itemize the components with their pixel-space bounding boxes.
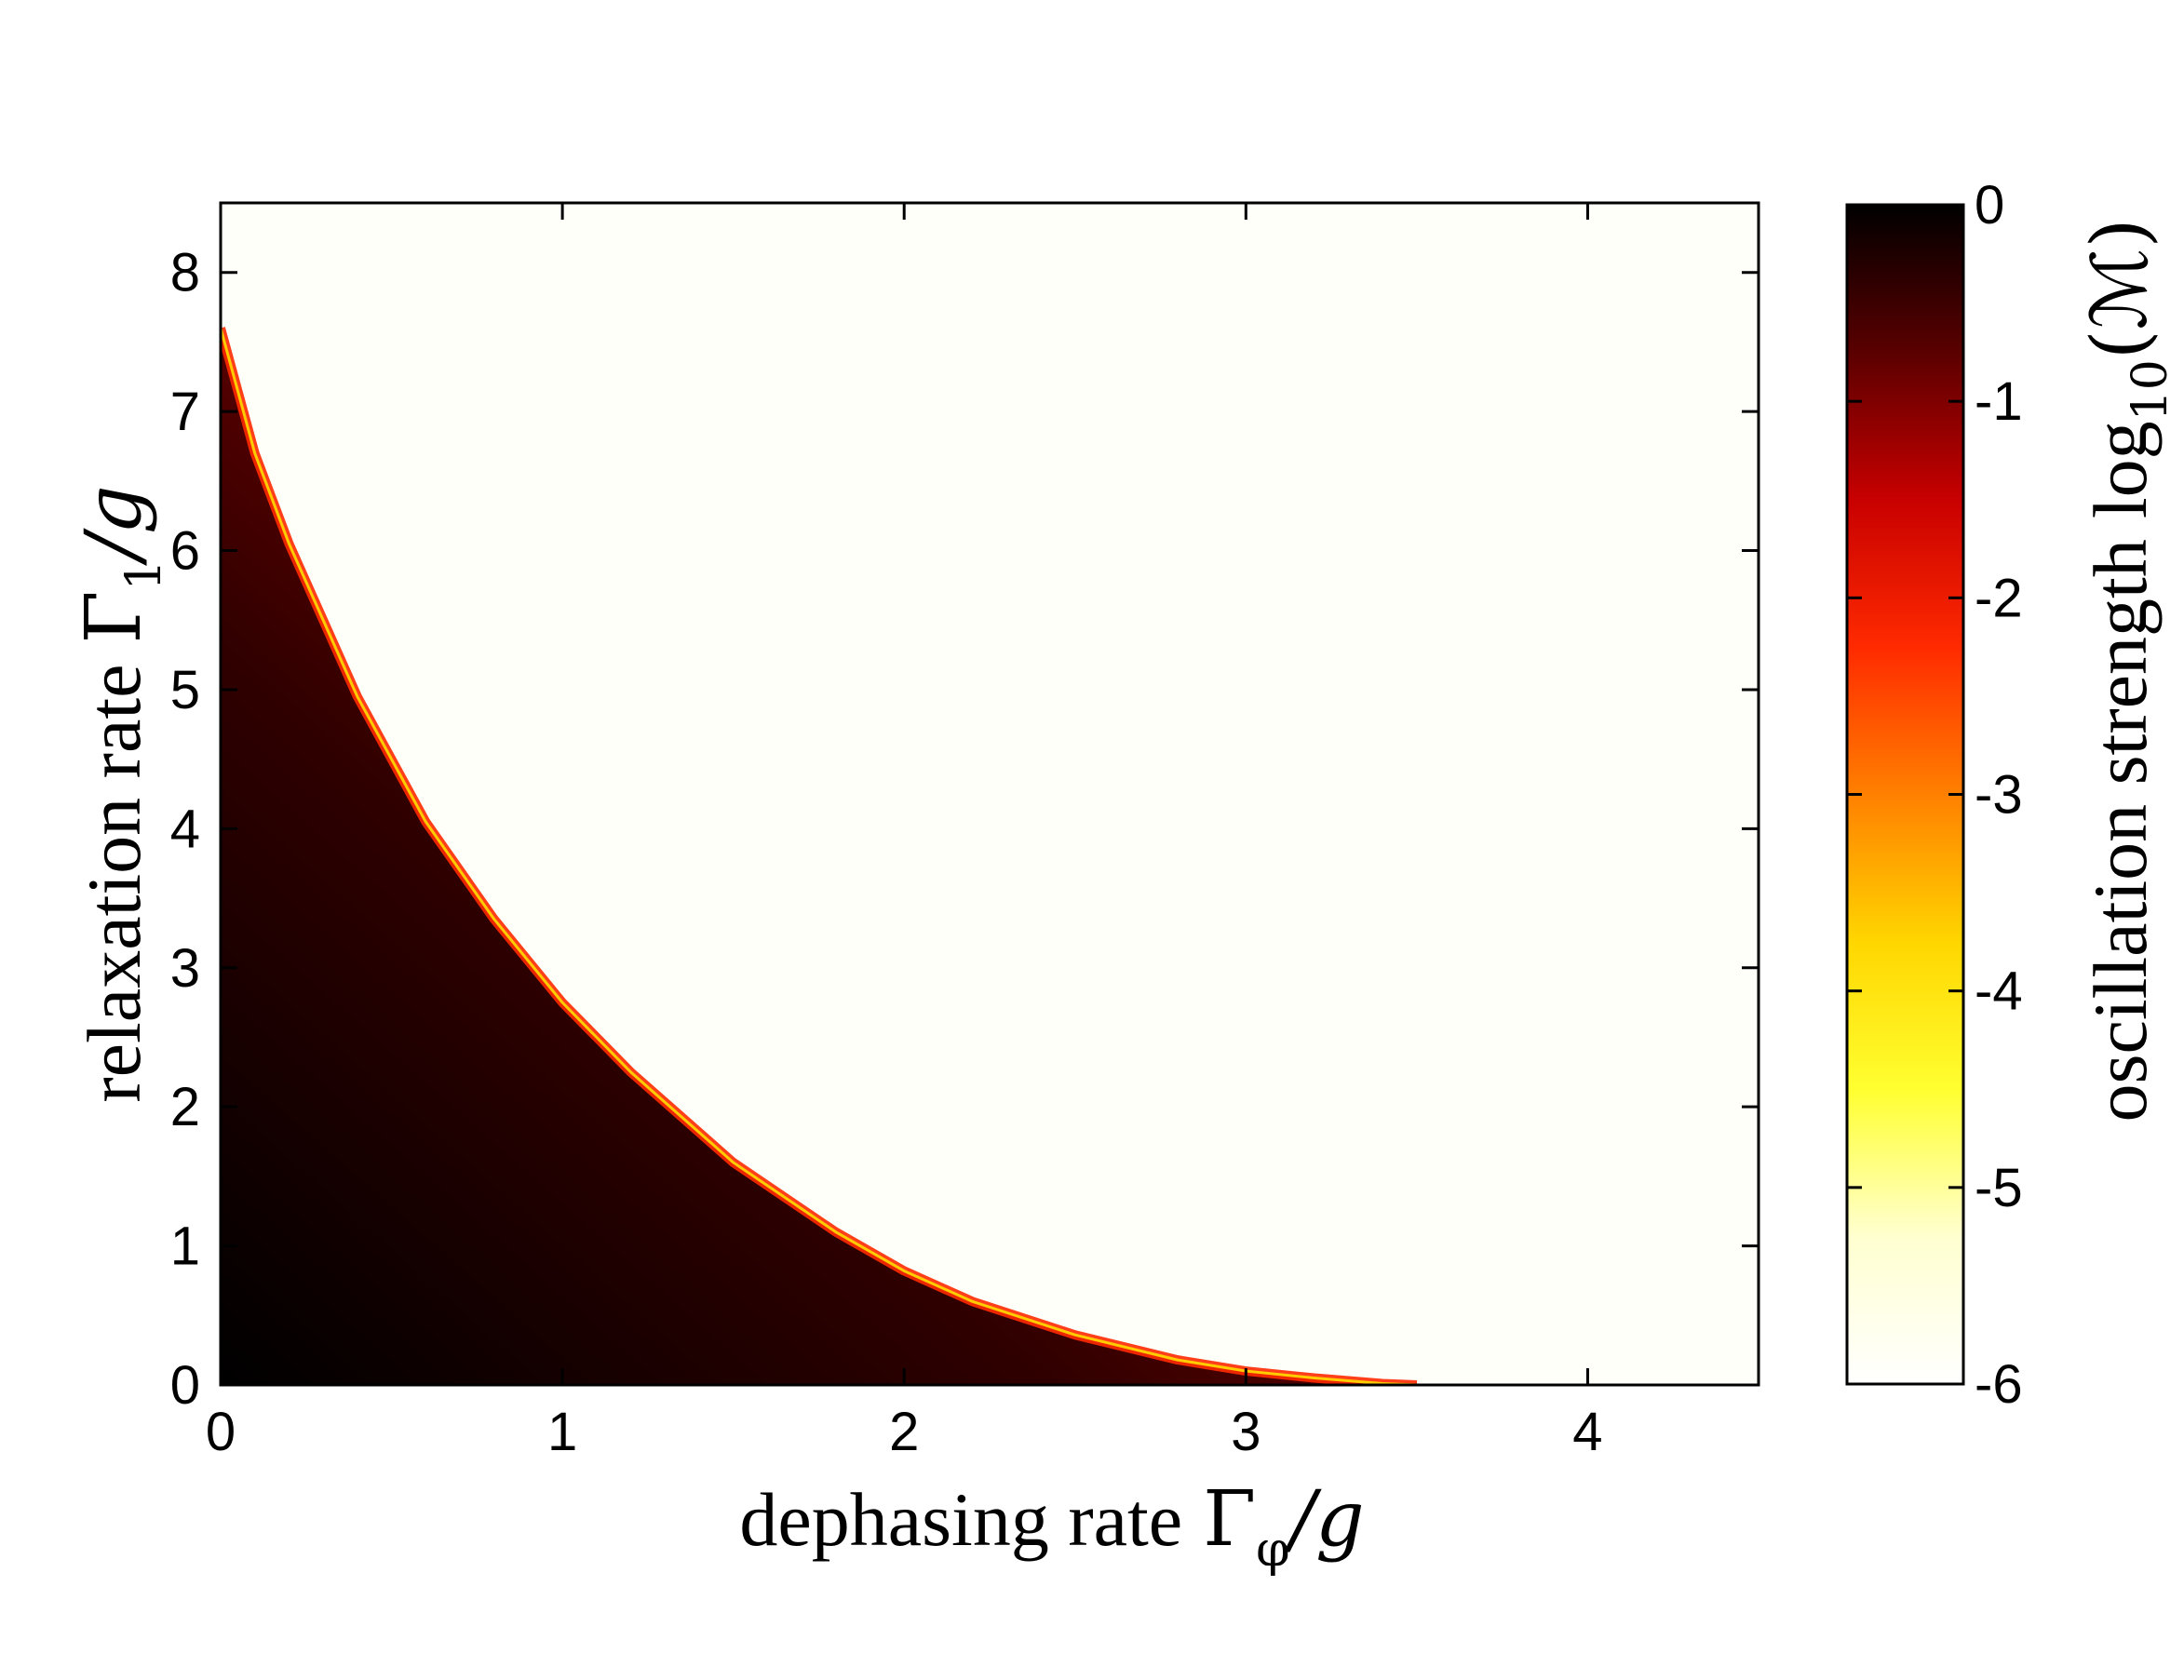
- y-tick-label: 5: [170, 660, 200, 720]
- y-tick-label: 1: [170, 1216, 200, 1277]
- colorbar-tick-label: -3: [1975, 765, 2023, 826]
- y-axis-label: relaxation rate Γ1/g: [70, 485, 172, 1102]
- colorbar-tick-label: -6: [1975, 1354, 2023, 1415]
- oscillation-region: [221, 327, 1418, 1385]
- y-tick-label: 4: [170, 799, 200, 859]
- colorbar-tick-label: 0: [1975, 175, 2004, 235]
- y-tick-label: 2: [170, 1077, 200, 1137]
- plot-frame: [219, 201, 1760, 1387]
- x-tick-label: 1: [547, 1402, 577, 1462]
- x-tick-label: 4: [1572, 1402, 1602, 1462]
- colorbar-axis: 0 -1 -2 -3 -4 -5 -6: [1847, 175, 2023, 1415]
- y-axis: 0 1 2 3 4 5 6 7 8: [170, 243, 1759, 1416]
- y-tick-label: 0: [170, 1355, 200, 1416]
- colorbar-tick-label: -5: [1975, 1158, 2023, 1218]
- colorbar: [1845, 203, 1965, 1386]
- y-tick-label: 6: [170, 521, 200, 582]
- oscillation-region-fill: [221, 328, 1417, 1385]
- y-tick-label: 8: [170, 243, 200, 303]
- colorbar-tick-label: -1: [1975, 371, 2023, 432]
- x-axis-label: dephasing rate Γφ/g: [739, 1475, 1364, 1578]
- x-axis: 0 1 2 3 4: [206, 203, 1603, 1462]
- x-tick-label: 0: [206, 1402, 236, 1462]
- colorbar-label: oscillation strength log10(ℳ): [2076, 219, 2178, 1122]
- x-tick-label: 3: [1231, 1402, 1261, 1462]
- y-tick-label: 7: [170, 382, 200, 442]
- colorbar-tick-label: -4: [1975, 961, 2023, 1022]
- y-tick-label: 3: [170, 938, 200, 999]
- colorbar-tick-label: -2: [1975, 568, 2023, 628]
- boundary-edge: [221, 328, 1417, 1385]
- x-tick-label: 2: [889, 1402, 919, 1462]
